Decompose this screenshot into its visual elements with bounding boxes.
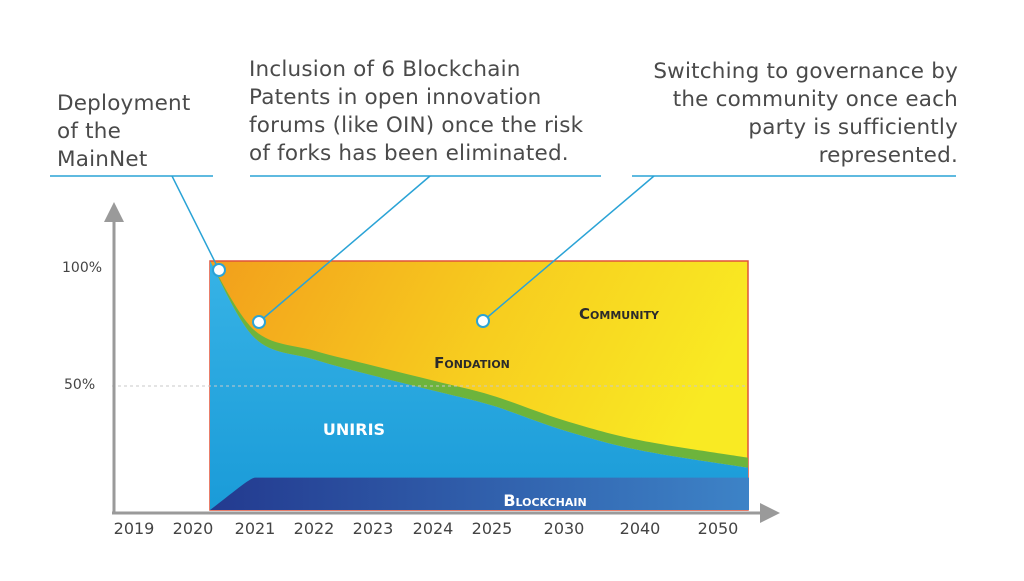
blockchain-label: Blockchain: [503, 491, 586, 510]
x-tick-2040: 2040: [620, 519, 661, 538]
community-line: the community once each: [672, 87, 958, 112]
y-tick-100: 100%: [62, 260, 102, 276]
uniris-label: UNIRIS: [323, 420, 385, 439]
blockchain-area: [210, 477, 749, 510]
mainnet-line: MainNet: [57, 147, 148, 172]
community-line: party is sufficiently: [748, 115, 958, 140]
community-leader-line: [482, 175, 655, 322]
patents-line: Patents in open innovation: [249, 85, 542, 110]
x-tick-2050: 2050: [698, 519, 739, 538]
x-tick-2022: 2022: [294, 519, 335, 538]
patents-line: Inclusion of 6 Blockchain: [249, 57, 521, 82]
community-marker: [476, 314, 490, 328]
patents-line: forums (like OIN) once the risk: [249, 113, 584, 138]
y-axis-arrow: [104, 202, 124, 222]
x-axis-arrow: [760, 503, 780, 523]
x-tick-2020: 2020: [173, 519, 214, 538]
community-line: Switching to governance by: [653, 59, 958, 84]
mainnet-leader-line: [171, 175, 220, 271]
x-tick-2019: 2019: [114, 519, 155, 538]
patents-leader-line: [258, 175, 431, 323]
community-annotation: Switching to governance by the community…: [653, 58, 958, 170]
mainnet-annotation: Deployment of the MainNet: [57, 90, 191, 174]
x-tick-2030: 2030: [544, 519, 585, 538]
mainnet-line: of the: [57, 119, 122, 144]
mainnet-line: Deployment: [57, 91, 191, 116]
uniris-area: [210, 261, 748, 510]
patents-marker: [252, 315, 266, 329]
x-tick-2025: 2025: [472, 519, 513, 538]
y-tick-50: 50%: [64, 377, 95, 393]
fondation-label: Fondation: [434, 354, 510, 372]
x-tick-labels: 2019 2020 2021 2022 2023 2024 2025 2030 2040 2050: [114, 519, 739, 538]
community-line: represented.: [818, 143, 958, 168]
patents-annotation: Inclusion of 6 Blockchain Patents in ope…: [249, 56, 583, 168]
x-tick-2023: 2023: [353, 519, 394, 538]
x-tick-2021: 2021: [235, 519, 276, 538]
x-tick-2024: 2024: [413, 519, 454, 538]
patents-line: of forks has been eliminated.: [249, 141, 569, 166]
mainnet-marker: [212, 263, 226, 277]
community-label: Community: [579, 305, 660, 323]
